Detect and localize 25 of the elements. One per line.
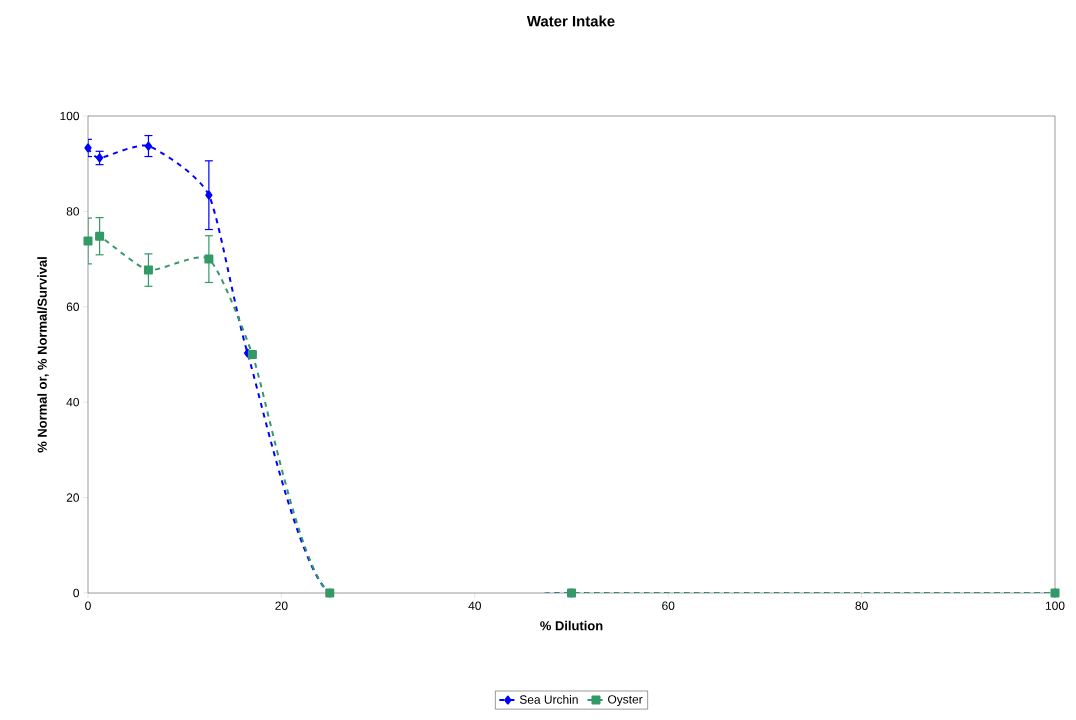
x-tick-label: 60 [662, 601, 675, 610]
point [143, 265, 153, 275]
point [247, 350, 257, 359]
legend-label: Sea Urchin [519, 694, 578, 704]
point [144, 141, 153, 151]
legend-label: Oyster [608, 695, 643, 706]
y-tick-label: 20 [66, 493, 80, 502]
point [204, 254, 214, 264]
x-axis-title: % Dilution [540, 620, 603, 631]
point [205, 190, 213, 200]
point [84, 143, 92, 153]
y-tick-label: 0 [73, 588, 80, 598]
x-tick-label: 0 [85, 601, 91, 610]
y-tick-label: 100 [60, 111, 80, 121]
x-tick-label: 80 [855, 601, 868, 610]
y-axis-title: % Normal or, % Normal/Survival [37, 257, 49, 453]
y-tick-label: 80 [66, 207, 80, 216]
y-tick-label: 60 [66, 302, 80, 312]
y-tick-label: 40 [66, 397, 80, 407]
point [83, 236, 93, 246]
point [95, 231, 105, 241]
x-tick-label: 40 [468, 601, 481, 610]
chart-title: Water Intake [526, 15, 615, 27]
x-tick-label: 100 [1045, 601, 1065, 610]
x-tick-label: 20 [275, 601, 288, 610]
